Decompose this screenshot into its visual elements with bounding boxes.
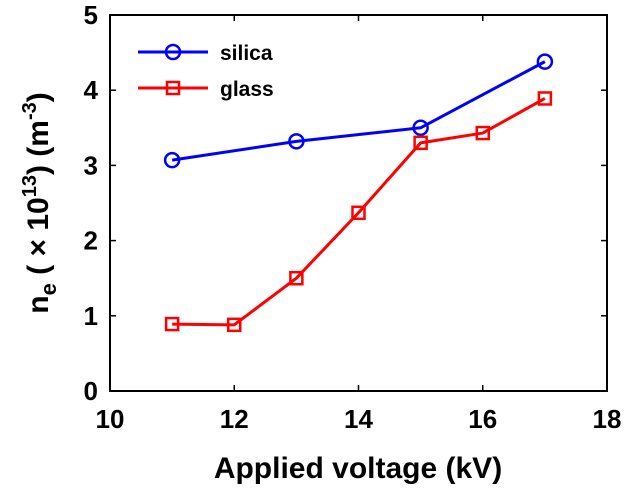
data-point-silica-13 [288,133,305,150]
y-axis-title: ne ( × 1013) (m-3) [19,92,61,314]
y-axis-title-unit-exp: -3 [19,102,41,120]
data-point-glass-15 [413,135,428,151]
legend: silica glass [138,42,274,101]
series-line-glass [172,97,546,327]
plot-area [109,14,608,392]
data-point-glass-16 [475,125,490,141]
legend-marker-glass [165,80,181,96]
y-axis-title-mid: ( × 10 [22,197,55,283]
x-axis-title: Applied voltage (kV) [214,452,502,485]
data-point-glass-13 [289,270,304,286]
data-point-glass-14 [351,205,366,221]
y-axis-title-unit: ) (m [22,120,55,175]
series-glass [164,91,553,333]
legend-label-glass: glass [220,78,274,101]
y-axis-title-sub: e [36,283,61,295]
y-tick-label-5: 5 [84,0,98,30]
y-axis-title-exp: 13 [19,175,41,197]
y-tick-label-2: 2 [84,226,98,256]
y-tick-label-4: 4 [84,75,99,105]
x-tick-label-14: 14 [344,404,373,434]
y-tick-label-3: 3 [84,150,98,180]
x-tick-label-12: 12 [220,404,249,434]
data-point-glass-17 [537,91,553,106]
x-tick-label-16: 16 [468,404,497,434]
series-line-silica [171,60,546,162]
data-point-silica-17 [536,53,554,70]
x-tick-label-18: 18 [593,404,622,434]
data-point-glass-11 [164,316,180,332]
y-axis-title-close: ) [22,92,55,102]
y-axis-ticks: 0 1 2 3 4 5 [84,0,607,406]
data-point-silica-15 [412,119,429,137]
series-layer [163,53,554,333]
data-point-silica-11 [163,151,181,169]
series-silica [163,53,554,169]
y-tick-label-0: 0 [84,376,98,406]
legend-label-silica: silica [220,42,273,65]
x-tick-label-10: 10 [96,404,125,434]
x-axis-ticks: 10 12 14 16 18 [96,15,622,434]
legend-marker-silica [164,43,182,61]
y-axis-title-main: n [22,295,55,313]
data-point-glass-12 [227,317,242,333]
y-tick-label-1: 1 [84,301,98,331]
